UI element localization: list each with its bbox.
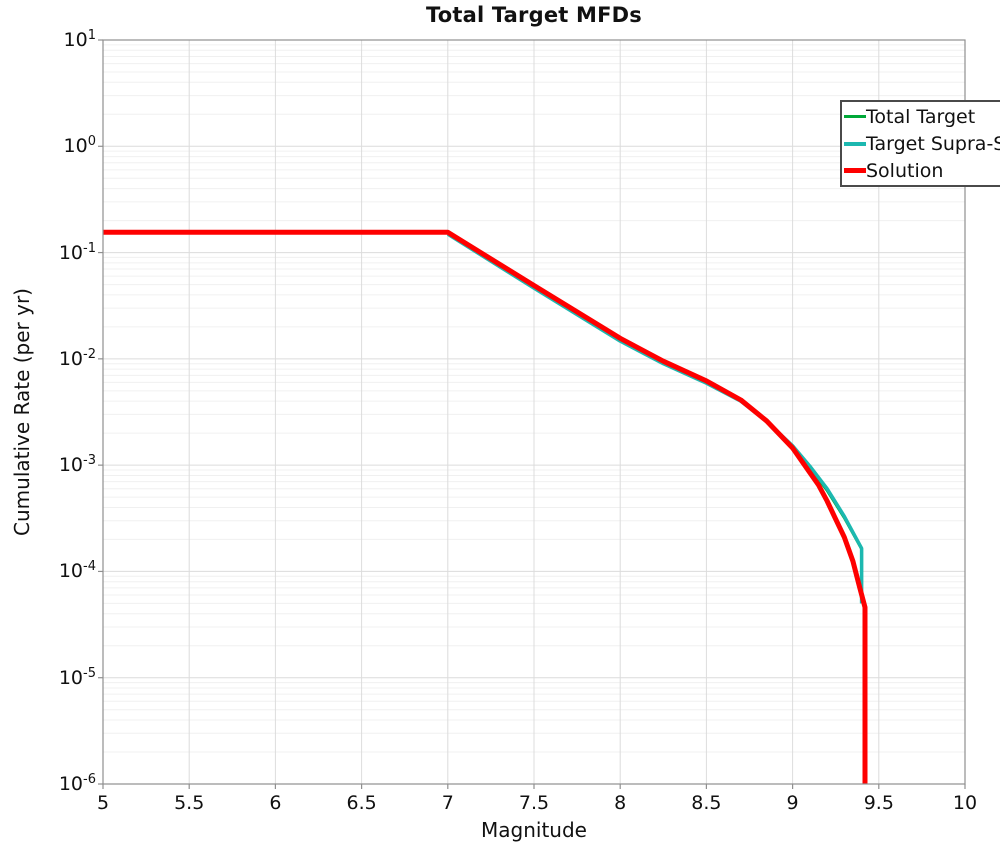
y-tick-label: 10-4 <box>58 559 96 583</box>
y-tick-label: 10-5 <box>58 665 96 689</box>
x-tick-label: 8 <box>614 792 627 814</box>
y-axis-title: Cumulative Rate (per yr) <box>10 288 34 536</box>
legend-line-swatch-target-supra-seis <box>844 141 866 146</box>
y-tick-label: 101 <box>63 28 96 52</box>
y-tick-label: 10-2 <box>58 346 96 370</box>
x-tick-label: 8.5 <box>691 792 722 814</box>
legend-line-swatch-solution <box>844 168 866 173</box>
x-tick-label: 7.5 <box>518 792 550 814</box>
x-tick-label: 9 <box>786 792 799 814</box>
chart-title: Total Target MFDs <box>425 3 643 27</box>
legend-line-swatch-total-target <box>844 115 866 118</box>
legend-item-solution: Solution <box>844 157 1000 184</box>
x-tick-label: 5 <box>96 792 110 814</box>
legend-label-target-supra-seis: Target Supra-Seis <box>866 132 1000 155</box>
legend-item-target-supra-seis: Target Supra-Seis <box>844 130 1000 157</box>
x-tick-label: 10 <box>952 792 978 814</box>
legend-label-total-target: Total Target <box>866 105 976 128</box>
legend: Total Target Target Supra-Seis Solution <box>840 100 1000 187</box>
x-tick-label: 6.5 <box>346 792 377 814</box>
y-tick-label: 10-3 <box>58 453 96 477</box>
x-tick-label: 9.5 <box>863 792 894 814</box>
x-tick-label: 5.5 <box>174 792 205 814</box>
y-tick-label: 10-6 <box>58 772 96 796</box>
x-tick-label: 7 <box>441 792 454 814</box>
legend-label-solution: Solution <box>866 159 944 182</box>
legend-item-total-target: Total Target <box>844 103 1000 130</box>
mfd-plot-canvas <box>98 39 966 789</box>
y-tick-label: 10-1 <box>58 240 96 264</box>
plot-area: Total Target Target Supra-Seis Solution <box>98 39 1000 789</box>
x-axis-title: Magnitude <box>481 818 587 842</box>
x-tick-label: 6 <box>269 792 282 814</box>
y-tick-label: 100 <box>63 134 96 158</box>
